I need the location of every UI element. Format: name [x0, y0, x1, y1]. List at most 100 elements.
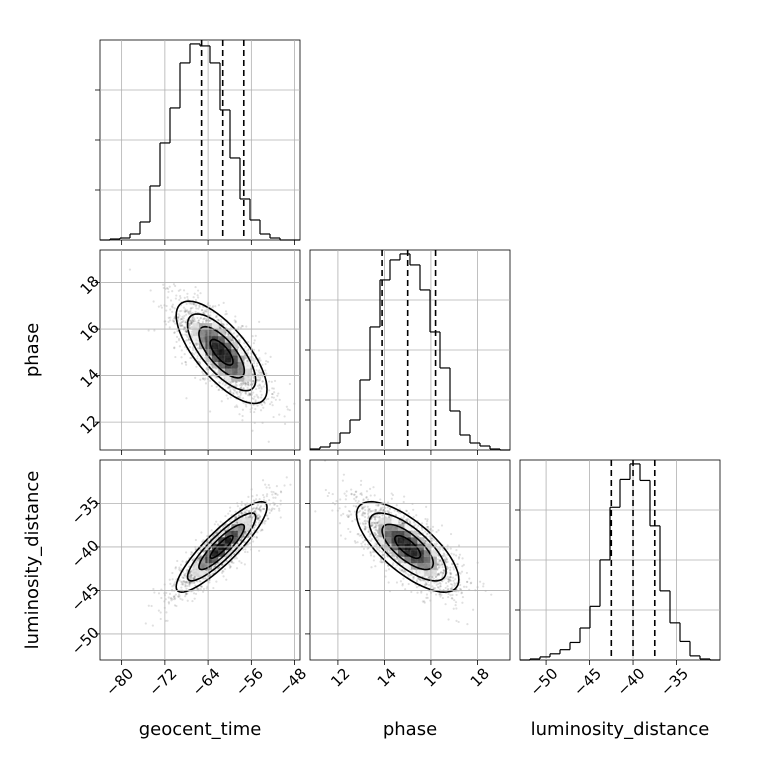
- sample-point: [257, 396, 260, 399]
- sample-point: [222, 570, 225, 573]
- sample-point: [215, 580, 218, 583]
- sample-point: [215, 316, 218, 319]
- sample-point: [174, 284, 177, 288]
- sample-point: [434, 593, 438, 596]
- sample-point: [198, 304, 201, 307]
- sample-point: [370, 521, 373, 524]
- sample-point: [246, 383, 250, 386]
- sample-point: [273, 503, 276, 507]
- sample-point: [381, 550, 384, 554]
- sample-point: [239, 396, 242, 400]
- sample-point: [217, 567, 220, 570]
- sample-point: [438, 593, 441, 596]
- sample-point: [208, 319, 212, 323]
- sample-point: [211, 535, 215, 538]
- sample-point: [264, 362, 267, 366]
- sample-point: [180, 583, 183, 586]
- sample-point: [285, 405, 288, 408]
- sample-point: [157, 592, 161, 595]
- sample-point: [268, 508, 271, 511]
- sample-point: [202, 318, 205, 321]
- sample-point: [253, 510, 256, 513]
- sample-point: [202, 377, 205, 380]
- sample-point: [181, 582, 184, 585]
- contour-line: [175, 500, 268, 594]
- sample-point: [194, 310, 197, 314]
- density-cell: [211, 349, 219, 356]
- sample-point: [235, 391, 238, 394]
- sample-point: [258, 509, 262, 512]
- x-tick-label: −35: [657, 664, 692, 699]
- sample-point: [259, 529, 262, 532]
- sample-point: [173, 315, 176, 318]
- sample-point: [259, 371, 263, 374]
- sample-point: [214, 532, 217, 535]
- sample-point: [251, 357, 255, 360]
- sample-point: [452, 566, 455, 569]
- sample-point: [160, 596, 163, 600]
- sample-point: [374, 508, 377, 511]
- density-cell: [224, 355, 232, 363]
- sample-point: [204, 319, 208, 323]
- density-cell: [198, 563, 206, 570]
- sample-point: [240, 512, 243, 515]
- density-cell: [237, 517, 245, 525]
- sample-point: [182, 319, 185, 322]
- sample-point: [239, 539, 242, 542]
- sample-point: [177, 339, 181, 342]
- sample-point: [447, 580, 450, 583]
- sample-point: [173, 331, 176, 334]
- sample-point: [424, 581, 428, 584]
- sample-point: [377, 503, 380, 506]
- sample-point: [185, 330, 188, 334]
- sample-point: [239, 382, 243, 385]
- sample-point: [447, 587, 450, 591]
- sample-point: [259, 519, 262, 522]
- sample-point: [413, 521, 416, 524]
- sample-point: [204, 382, 208, 385]
- sample-point: [198, 361, 201, 365]
- density-cell: [205, 342, 212, 350]
- sample-point: [452, 553, 456, 556]
- sample-point: [246, 340, 250, 344]
- sample-point: [449, 566, 452, 569]
- density-cell: [244, 517, 251, 525]
- density-cell: [198, 336, 206, 343]
- sample-point: [204, 310, 207, 313]
- sample-point: [205, 569, 208, 573]
- sample-point: [253, 395, 256, 398]
- sample-point: [230, 560, 233, 564]
- sample-point: [181, 576, 184, 579]
- sample-point: [205, 319, 208, 322]
- sample-point: [194, 592, 198, 596]
- sample-point: [369, 533, 373, 536]
- sample-point: [254, 408, 257, 411]
- sample-point: [216, 371, 219, 374]
- sample-point: [228, 390, 232, 393]
- sample-point: [441, 554, 445, 557]
- sample-point: [388, 550, 391, 553]
- density-cell: [211, 537, 219, 544]
- sample-point: [234, 516, 237, 519]
- sample-point: [242, 548, 245, 551]
- density-cell: [231, 368, 238, 376]
- sample-point: [278, 398, 281, 401]
- sample-point: [202, 539, 205, 542]
- sample-point: [171, 303, 175, 306]
- sample-point: [202, 372, 205, 376]
- sample-point: [396, 564, 399, 567]
- sample-point: [150, 604, 153, 608]
- sample-point: [200, 309, 204, 312]
- density-cell: [192, 329, 199, 337]
- sample-point: [331, 509, 334, 512]
- sample-point: [251, 335, 254, 338]
- density-cell: [231, 375, 238, 382]
- sample-point: [211, 306, 214, 309]
- sample-point: [219, 326, 222, 329]
- sample-point: [354, 499, 357, 502]
- sample-point: [205, 541, 208, 544]
- sample-point: [179, 324, 182, 327]
- sample-point: [362, 547, 366, 550]
- sample-point: [258, 517, 261, 520]
